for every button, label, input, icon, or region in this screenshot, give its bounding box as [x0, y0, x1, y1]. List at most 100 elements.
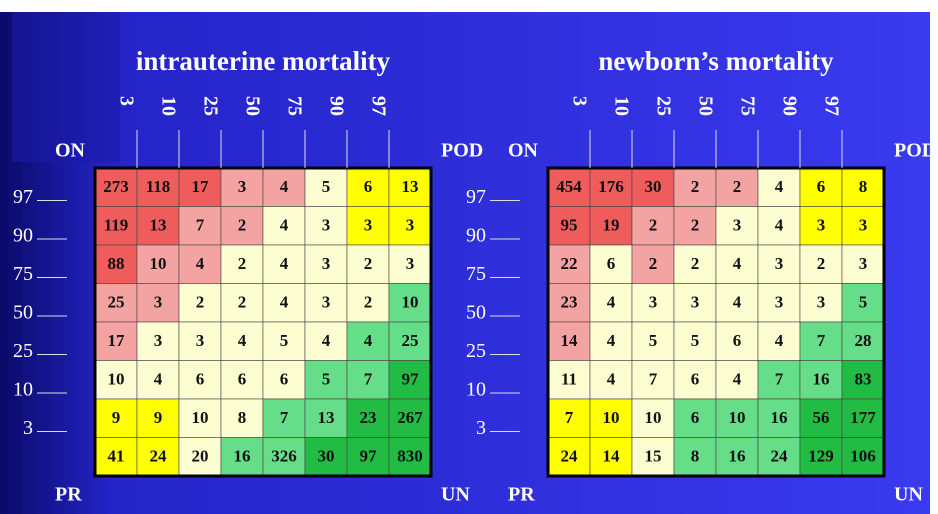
cell — [304, 321, 348, 361]
cell-value: 7 — [280, 408, 289, 427]
cell-value: 2 — [649, 216, 658, 235]
cell-value: 97 — [402, 370, 420, 389]
cell-value: 7 — [364, 370, 373, 389]
column-label: 50 — [241, 96, 263, 116]
cell — [94, 360, 138, 400]
row-label: 75 — [466, 263, 486, 285]
cell — [262, 321, 306, 361]
cell-value: 3 — [859, 254, 868, 273]
column-label: 97 — [367, 96, 389, 116]
cell-value: 3 — [322, 293, 331, 312]
cell — [262, 360, 306, 400]
cell — [715, 283, 759, 323]
row-label: 90 — [466, 225, 486, 247]
cell — [94, 398, 138, 438]
cell — [631, 283, 675, 323]
column-label: 3 — [115, 96, 137, 106]
cell — [262, 206, 306, 246]
column-label: 25 — [199, 96, 221, 116]
cell — [547, 360, 591, 400]
cell-value: 7 — [565, 408, 574, 427]
corner-label: UN — [894, 484, 923, 506]
cell-value: 10 — [729, 408, 746, 427]
cell — [715, 167, 759, 207]
cell-value: 16 — [729, 447, 746, 466]
cell-value: 454 — [556, 177, 582, 196]
row-label: 97 — [466, 186, 486, 208]
cell-value: 16 — [234, 447, 251, 466]
cell — [799, 321, 843, 361]
cell — [589, 206, 633, 246]
cell-value: 10 — [192, 408, 209, 427]
row-label: 10 — [466, 379, 486, 401]
cell-value: 6 — [691, 408, 700, 427]
cell — [547, 167, 591, 207]
cell-value: 11 — [561, 370, 577, 389]
row-label: 75 — [13, 263, 33, 285]
cell-value: 4 — [775, 177, 784, 196]
cell-value: 10 — [645, 408, 662, 427]
cell — [757, 167, 801, 207]
cell — [547, 437, 591, 477]
cell — [136, 398, 180, 438]
cell-value: 4 — [280, 254, 289, 273]
cell-value: 3 — [154, 293, 163, 312]
column-label: 10 — [157, 96, 179, 116]
cell — [178, 283, 222, 323]
column-label: 3 — [568, 96, 590, 106]
cell-value: 3 — [775, 254, 784, 273]
cell — [304, 283, 348, 323]
cell — [673, 360, 717, 400]
cell — [715, 437, 759, 477]
cell-value: 8 — [238, 408, 247, 427]
cell-value: 6 — [196, 370, 205, 389]
cell — [841, 398, 885, 438]
cell-value: 5 — [280, 331, 289, 350]
cell-value: 2 — [238, 216, 247, 235]
column-label: 10 — [610, 96, 632, 116]
cell-value: 19 — [603, 216, 620, 235]
cell-value: 2 — [691, 177, 700, 196]
cell-value: 24 — [150, 447, 168, 466]
cell — [631, 206, 675, 246]
cell-value: 8 — [859, 177, 868, 196]
cell — [799, 283, 843, 323]
cell — [757, 360, 801, 400]
cell — [799, 360, 843, 400]
cell-value: 830 — [397, 447, 423, 466]
cell-value: 4 — [775, 216, 784, 235]
cell-value: 6 — [817, 177, 826, 196]
cell-value: 7 — [775, 370, 784, 389]
cell-value: 6 — [280, 370, 289, 389]
column-label: 75 — [283, 96, 305, 116]
cell-value: 3 — [859, 216, 868, 235]
cell-value: 3 — [775, 293, 784, 312]
cell-value: 13 — [318, 408, 335, 427]
cell-value: 3 — [406, 254, 415, 273]
cell — [136, 283, 180, 323]
cell-value: 5 — [322, 177, 331, 196]
cell-value: 14 — [603, 447, 621, 466]
cell-value: 13 — [402, 177, 419, 196]
cell-value: 4 — [607, 370, 616, 389]
cell-value: 4 — [733, 293, 742, 312]
cell — [94, 437, 138, 477]
cell — [631, 321, 675, 361]
cell — [346, 437, 390, 477]
corner-label: UN — [441, 484, 470, 506]
cell — [220, 206, 264, 246]
cell-value: 2 — [238, 293, 247, 312]
cell-value: 3 — [322, 216, 331, 235]
cell — [799, 206, 843, 246]
row-label: 50 — [466, 302, 486, 324]
cell-value: 3 — [649, 293, 658, 312]
cell-value: 88 — [108, 254, 125, 273]
cell — [346, 398, 390, 438]
cell — [136, 206, 180, 246]
cell-value: 119 — [104, 216, 129, 235]
cell — [547, 398, 591, 438]
cell-value: 177 — [850, 408, 876, 427]
cell — [262, 244, 306, 284]
cell-value: 118 — [146, 177, 171, 196]
